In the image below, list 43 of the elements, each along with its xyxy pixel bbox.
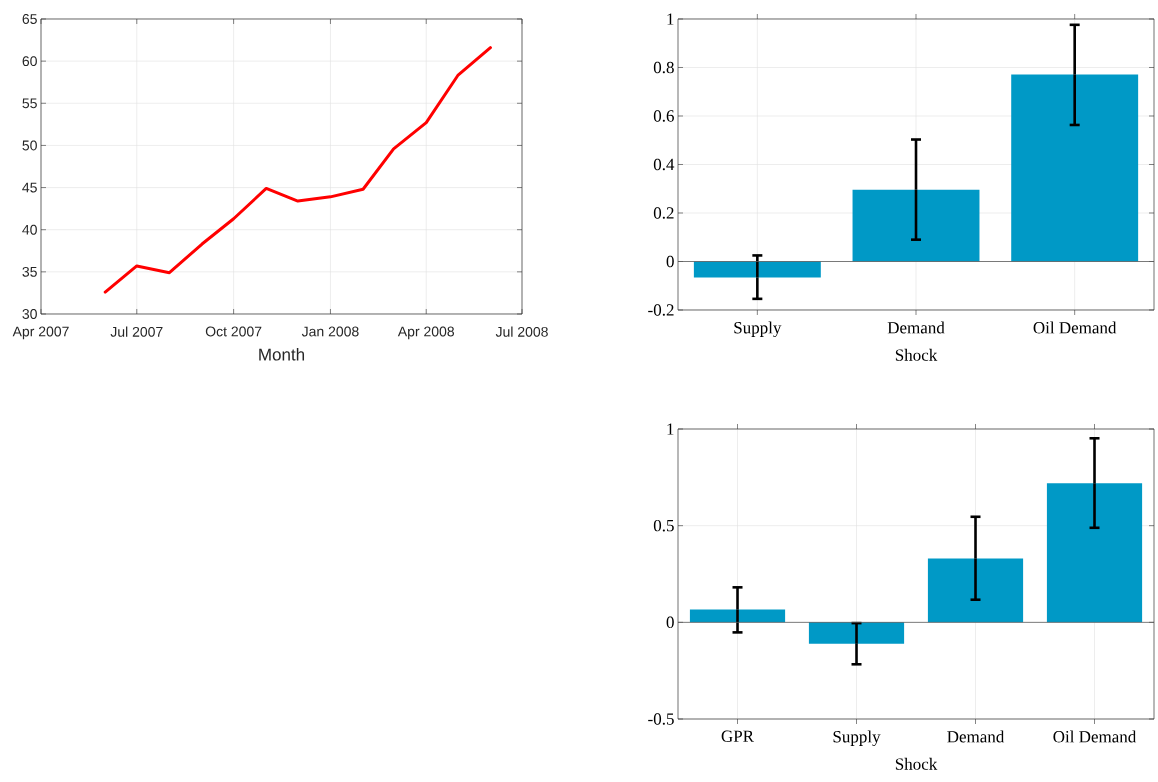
y-tick-label: 45: [22, 182, 37, 193]
x-axis-title: Month: [259, 348, 305, 361]
y-tick-label: -0.5: [648, 713, 674, 725]
y-tick-label: 65: [22, 14, 37, 24]
x-tick-label: Oct 2007: [205, 326, 262, 337]
x-tick-label: Demand: [887, 321, 945, 334]
x-tick-label: Oil Demand: [1053, 730, 1137, 743]
bar: [1046, 483, 1143, 623]
x-tick-label: GPR: [721, 730, 755, 742]
y-tick-label: 0.8: [653, 61, 674, 74]
y-tick-label: 35: [22, 266, 37, 277]
x-tick-label: Jan 2008: [301, 326, 359, 337]
x-axis-title: Shock: [895, 757, 938, 770]
x-tick-label: Oil Demand: [1033, 321, 1117, 334]
y-tick-label: 0.2: [653, 207, 674, 219]
y-tick-label: 55: [22, 98, 37, 109]
x-tick-label: Jul 2007: [110, 326, 163, 337]
x-tick-label: Apr 2007: [12, 326, 69, 340]
bar: [689, 609, 786, 623]
y-tick-label: 0: [666, 255, 674, 268]
y-tick-label: 40: [22, 224, 37, 235]
y-tick-label: 0.4: [653, 158, 675, 171]
x-tick-label: Apr 2008: [397, 326, 455, 340]
x-tick-label: Jul 2008: [495, 326, 548, 337]
x-tick-label: Supply: [734, 321, 782, 337]
x-tick-label: Supply: [833, 730, 881, 746]
bar: [1011, 74, 1139, 262]
x-tick-label: Demand: [947, 730, 1005, 743]
y-tick-label: 1: [667, 13, 674, 25]
y-tick-label: 1: [667, 423, 674, 435]
bar: [852, 189, 980, 262]
y-tick-label: -0.2: [648, 304, 674, 316]
y-tick-label: 0.6: [653, 110, 674, 122]
y-tick-label: 30: [22, 309, 37, 319]
bar: [927, 558, 1024, 623]
x-axis-title: Shock: [895, 348, 938, 361]
y-tick-label: 50: [22, 140, 37, 151]
y-tick-label: 60: [22, 56, 37, 67]
bar: [693, 261, 821, 278]
y-tick-label: 0.5: [653, 519, 674, 532]
y-tick-label: 0: [666, 616, 674, 629]
bar: [808, 622, 905, 644]
line-series: [103, 46, 492, 294]
